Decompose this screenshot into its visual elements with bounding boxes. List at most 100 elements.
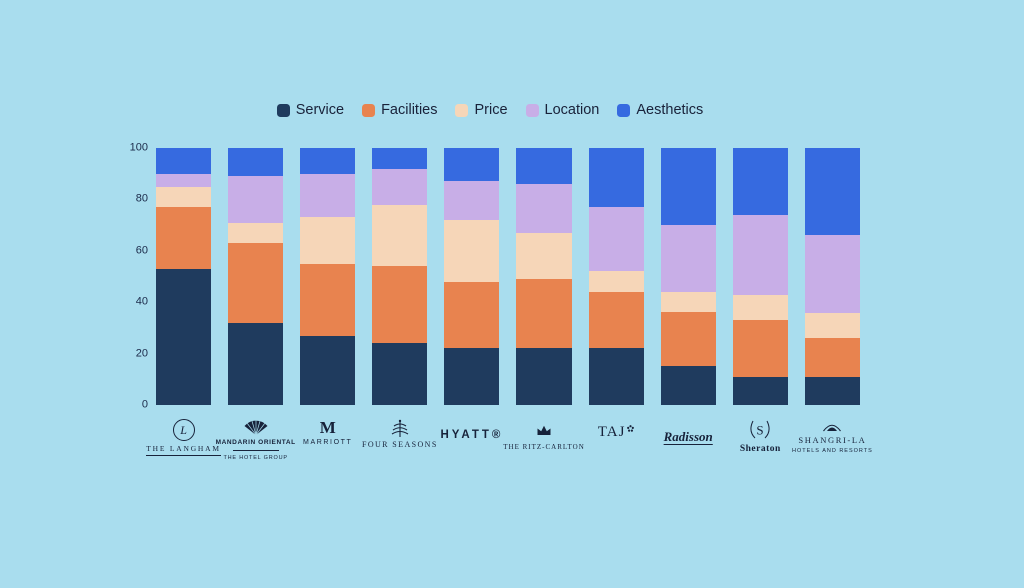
y-tick-label: 40 (135, 295, 148, 308)
legend-label-facilities: Facilities (381, 102, 438, 118)
marriott-wordmark: MARRIOTT (303, 439, 353, 446)
segment-price-the-ritz-carlton (516, 232, 572, 280)
bar-the-ritz-carlton (516, 148, 572, 405)
taj-wordmark: TAJ (597, 424, 626, 440)
ritz-crown-icon (537, 425, 551, 435)
segment-aesthetics-sheraton (732, 148, 788, 215)
segment-aesthetics-mandarin-oriental (228, 148, 284, 177)
location-swatch-icon (525, 103, 539, 117)
segment-service-sheraton (732, 376, 788, 405)
radisson-wordmark: Radisson (663, 429, 713, 444)
bar-sheraton (732, 148, 788, 405)
segment-facilities-sheraton (732, 320, 788, 377)
segment-facilities-four-seasons (372, 266, 428, 344)
segment-location-taj (588, 207, 644, 272)
ritz-wordmark: THE RITZ-CARLTON (503, 443, 585, 451)
segment-price-hyatt (444, 219, 500, 282)
legend-item-price: Price (455, 102, 508, 118)
segment-price-taj (588, 271, 644, 292)
segment-location-sheraton (732, 214, 788, 295)
segment-price-shangri-la (804, 312, 860, 339)
segment-price-radisson (660, 291, 716, 313)
langham-monogram-icon: L (172, 419, 195, 441)
aesthetics-swatch-icon (617, 103, 631, 117)
bar-taj (588, 148, 644, 405)
mandarin-subtext: THE HOTEL GROUP (223, 454, 288, 461)
shangri-la-wordmark: SHANGRI-LA (798, 435, 867, 445)
segment-facilities-mandarin-oriental (228, 243, 284, 323)
sheraton-monogram: S (757, 423, 764, 438)
segment-facilities-taj (588, 291, 644, 349)
mandarin-wordmark: MANDARIN ORIENTAL (215, 439, 296, 446)
bar-radisson (660, 148, 716, 405)
segment-service-radisson (660, 366, 716, 405)
segment-price-marriott (300, 217, 356, 264)
segment-location-the-ritz-carlton (516, 184, 572, 233)
segment-service-marriott (300, 335, 356, 405)
bar-mandarin-oriental (228, 148, 284, 405)
segment-price-sheraton (732, 294, 788, 321)
segment-service-shangri-la (804, 376, 860, 405)
segment-aesthetics-hyatt (444, 148, 500, 182)
segment-location-the-langham (156, 173, 212, 187)
y-tick-label: 60 (135, 244, 148, 257)
segment-service-mandarin-oriental (228, 322, 284, 405)
bar-the-langham (156, 148, 212, 405)
bar-hyatt (444, 148, 500, 405)
segment-facilities-the-ritz-carlton (516, 279, 572, 349)
segment-location-shangri-la (804, 235, 860, 313)
legend-item-facilities: Facilities (362, 102, 437, 118)
segment-facilities-hyatt (444, 281, 500, 349)
segment-facilities-the-langham (156, 207, 212, 269)
segment-service-taj (588, 348, 644, 405)
y-axis: 0 20 40 60 80 100 (120, 142, 150, 410)
category-logo-taj: TAJ (589, 419, 644, 461)
legend-item-aesthetics: Aesthetics (617, 102, 703, 118)
shangri-la-subtext: HOTELS AND RESORTS (791, 448, 873, 454)
stacked-bar-chart: Service Facilities Price Location Aesthetics… (120, 102, 872, 461)
category-logo-the-langham: L THE LANGHAM (146, 419, 221, 461)
bar-four-seasons (372, 148, 428, 405)
x-axis-logos: L THE LANGHAM MANDARIN ORIENTAL THE HOTE… (146, 419, 872, 461)
segment-service-hyatt (444, 348, 500, 405)
service-swatch-icon (276, 103, 290, 117)
langham-wordmark: THE LANGHAM (146, 444, 221, 456)
mandarin-divider (232, 450, 279, 451)
shangri-la-pagoda-icon (823, 424, 842, 432)
category-logo-four-seasons: FOUR SEASONS (362, 419, 436, 461)
four-seasons-tree-icon (391, 419, 409, 437)
bars (156, 148, 860, 405)
segment-service-the-ritz-carlton (516, 348, 572, 405)
bar-marriott (300, 148, 356, 405)
segment-location-four-seasons (372, 168, 428, 205)
category-logo-marriott: M MARRIOTT (300, 419, 355, 461)
legend: Service Facilities Price Location Aesthetics (120, 102, 860, 118)
segment-aesthetics-taj (588, 148, 644, 208)
segment-aesthetics-the-langham (156, 148, 212, 174)
segment-aesthetics-radisson (660, 148, 716, 226)
y-tick-label: 0 (141, 398, 148, 411)
segment-location-hyatt (444, 181, 500, 220)
segment-facilities-radisson (660, 312, 716, 367)
legend-label-aesthetics: Aesthetics (636, 102, 704, 118)
segment-location-marriott (300, 173, 356, 218)
segment-aesthetics-the-ritz-carlton (516, 148, 572, 185)
segment-service-the-langham (156, 268, 212, 405)
price-swatch-icon (455, 103, 469, 117)
legend-item-service: Service (276, 102, 344, 118)
y-tick-label: 80 (135, 192, 148, 205)
y-tick-label: 20 (135, 347, 148, 360)
category-logo-hyatt: HYATT® (440, 419, 500, 461)
bar-shangri-la (804, 148, 860, 405)
four-seasons-wordmark: FOUR SEASONS (361, 440, 438, 449)
segment-price-mandarin-oriental (228, 222, 284, 244)
segment-price-the-langham (156, 186, 212, 208)
category-logo-radisson: Radisson (661, 419, 716, 461)
segment-aesthetics-four-seasons (372, 148, 428, 169)
sheraton-wordmark: Sheraton (739, 444, 781, 454)
legend-label-location: Location (544, 102, 600, 118)
segment-service-four-seasons (372, 343, 428, 405)
segment-location-mandarin-oriental (228, 176, 284, 223)
facilities-swatch-icon (362, 103, 376, 117)
segment-aesthetics-shangri-la (804, 148, 860, 236)
